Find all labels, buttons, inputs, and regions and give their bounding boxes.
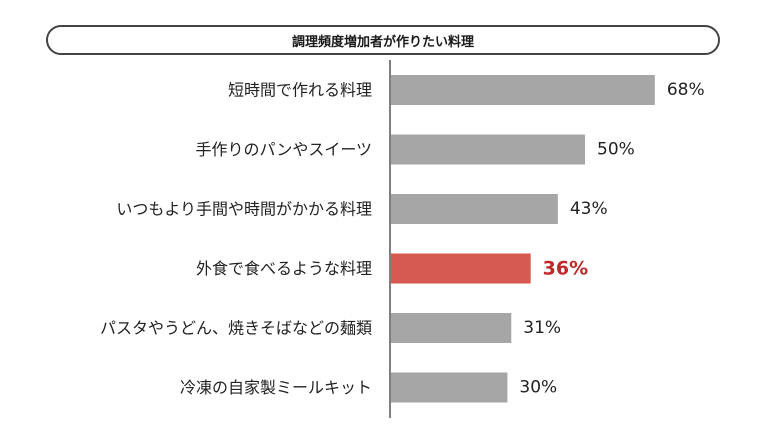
category-label-4: パスタやうどん、焼きそばなどの麺類 [100,319,372,338]
bar-4 [391,313,512,343]
bar-2 [391,194,558,224]
value-label-5: 30% [519,378,557,398]
value-label-2: 43% [570,199,608,219]
category-label-3: 外食で食べるような料理 [196,259,372,278]
labels-layer: 短時間で作れる料理 68% 手作りのパンやスイーツ 50% いつもより手間や時間がかかる… [100,80,705,398]
value-label-3: 36% [543,258,588,280]
bar-0 [391,75,655,105]
bar-5 [391,372,508,403]
bar-3 [391,253,531,284]
chart-title: 調理頻度増加者が作りたい料理 [46,25,720,55]
category-label-0: 短時間で作れる料理 [228,81,372,100]
value-label-0: 68% [667,80,705,100]
category-label-5: 冷凍の自家製ミールキット [180,378,372,397]
bars-layer [391,75,655,403]
bar-1 [391,134,585,165]
value-label-1: 50% [597,140,635,160]
category-label-1: 手作りのパンやスイーツ [196,140,372,159]
category-label-2: いつもより手間や時間がかかる料理 [116,200,372,219]
value-label-4: 31% [523,318,561,338]
